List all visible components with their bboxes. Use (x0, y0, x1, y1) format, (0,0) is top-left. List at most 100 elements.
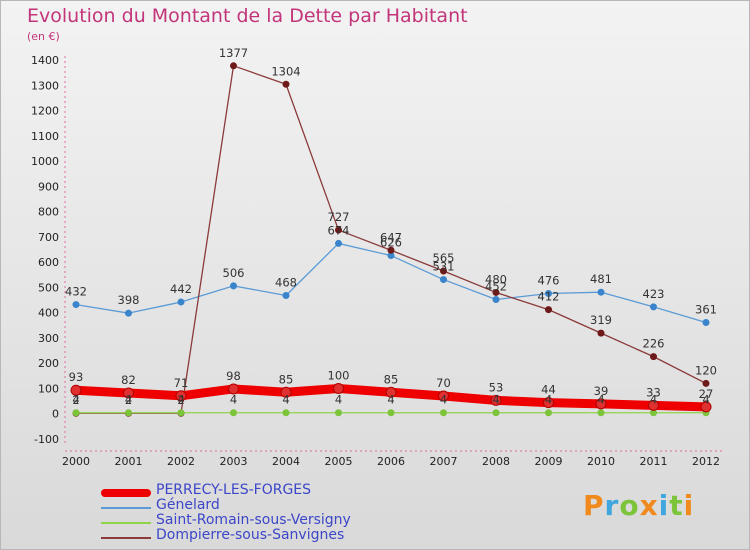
data-point (440, 276, 447, 284)
data-point (492, 409, 500, 417)
data-label: 476 (538, 273, 560, 287)
x-tick-label: 2007 (430, 455, 458, 468)
data-point (280, 386, 292, 398)
data-label: 2 (125, 393, 132, 407)
data-label: 44 (541, 383, 556, 397)
data-label: 4 (702, 393, 709, 407)
data-label: 4 (72, 393, 79, 407)
data-label: 53 (489, 380, 504, 394)
data-point (177, 409, 185, 417)
data-point (597, 409, 605, 417)
data-point (597, 329, 605, 337)
data-label: 468 (275, 275, 297, 289)
data-point (123, 387, 134, 399)
data-label: 398 (118, 293, 140, 307)
x-tick-label: 2002 (167, 455, 195, 468)
data-point (333, 382, 344, 394)
data-point (650, 409, 657, 417)
data-point (387, 409, 395, 417)
chart-title: Evolution du Montant de la Dette par Hab… (27, 5, 468, 27)
legend-label: Dompierre-sous-Sanvignes (156, 527, 345, 543)
data-point (282, 80, 290, 88)
data-point (492, 288, 500, 296)
data-label: 4 (125, 393, 132, 407)
data-point (440, 267, 447, 275)
y-tick-label: -100 (34, 433, 59, 446)
data-label: 674 (328, 223, 350, 237)
data-label: 85 (384, 372, 399, 386)
legend-label: Saint-Romain-sous-Versigny (156, 512, 351, 528)
data-label: 480 (485, 272, 507, 286)
data-label: 506 (223, 266, 245, 280)
data-label: 33 (646, 385, 661, 399)
legend-label: Génelard (156, 497, 220, 513)
data-point (385, 386, 397, 398)
y-tick-label: 100 (38, 382, 59, 395)
data-point (282, 409, 290, 417)
data-point (387, 246, 395, 254)
data-label: 70 (436, 376, 451, 390)
y-tick-label: 1200 (31, 105, 59, 118)
x-tick-label: 2005 (325, 455, 353, 468)
data-label: 361 (695, 303, 717, 317)
data-point (230, 409, 237, 417)
y-tick-label: 900 (38, 180, 59, 193)
axes: -100 0 100 200 300 400 500 600 700 800 900 1000 1100… (31, 54, 723, 468)
data-label: 2 (177, 393, 184, 407)
data-labels: 93 82 71 98 85 100 85 70 53 44 39 33 274323984425064… (65, 46, 717, 407)
data-point (438, 390, 449, 402)
data-point (230, 282, 237, 290)
data-point (177, 298, 185, 306)
legend-swatch (101, 489, 151, 497)
data-point (387, 252, 395, 260)
y-tick-label: 1100 (31, 130, 59, 143)
legend-swatch (101, 537, 151, 539)
data-label: 452 (485, 280, 507, 294)
x-tick-label: 2011 (640, 455, 668, 468)
data-label: 4 (230, 393, 237, 407)
data-point (490, 394, 502, 406)
data-label: 85 (279, 372, 294, 386)
data-label: 27 (699, 387, 714, 401)
y-tick-label: 500 (38, 281, 59, 294)
y-tick-label: 700 (38, 231, 59, 244)
y-tick-label: 0 (52, 408, 59, 421)
data-point (335, 409, 342, 417)
x-tick-label: 2009 (535, 455, 563, 468)
x-tick-label: 2000 (62, 455, 90, 468)
y-tick-label: 1400 (31, 54, 59, 67)
data-label: 531 (433, 260, 455, 274)
data-label: 71 (174, 376, 189, 390)
data-label: 98 (226, 369, 241, 383)
data-point (702, 379, 710, 387)
data-point (72, 409, 80, 417)
data-point (702, 319, 710, 327)
y-tick-label: 1000 (31, 155, 59, 168)
data-label: 626 (380, 236, 402, 250)
data-point (175, 390, 187, 402)
data-label: 82 (121, 373, 136, 387)
data-label: 565 (433, 251, 455, 265)
data-label: 1377 (219, 46, 248, 60)
data-label: 412 (538, 290, 560, 304)
x-tick-label: 2003 (220, 455, 248, 468)
data-point (650, 303, 657, 311)
y-tick-label: 800 (38, 206, 59, 219)
data-label: 4 (545, 393, 552, 407)
data-point (492, 296, 500, 304)
x-tick-label: 2008 (482, 455, 510, 468)
unit-label: (en €) (27, 30, 60, 43)
data-point (545, 409, 552, 417)
data-point (650, 353, 657, 361)
data-label: 4 (650, 393, 657, 407)
data-point (228, 383, 239, 395)
data-point (125, 309, 132, 317)
data-point (335, 226, 342, 234)
data-label: 100 (328, 368, 350, 382)
x-tick-label: 2001 (115, 455, 143, 468)
data-point (700, 401, 712, 413)
data-point (335, 239, 342, 247)
data-label: 4 (335, 393, 342, 407)
y-tick-label: 400 (38, 307, 59, 320)
